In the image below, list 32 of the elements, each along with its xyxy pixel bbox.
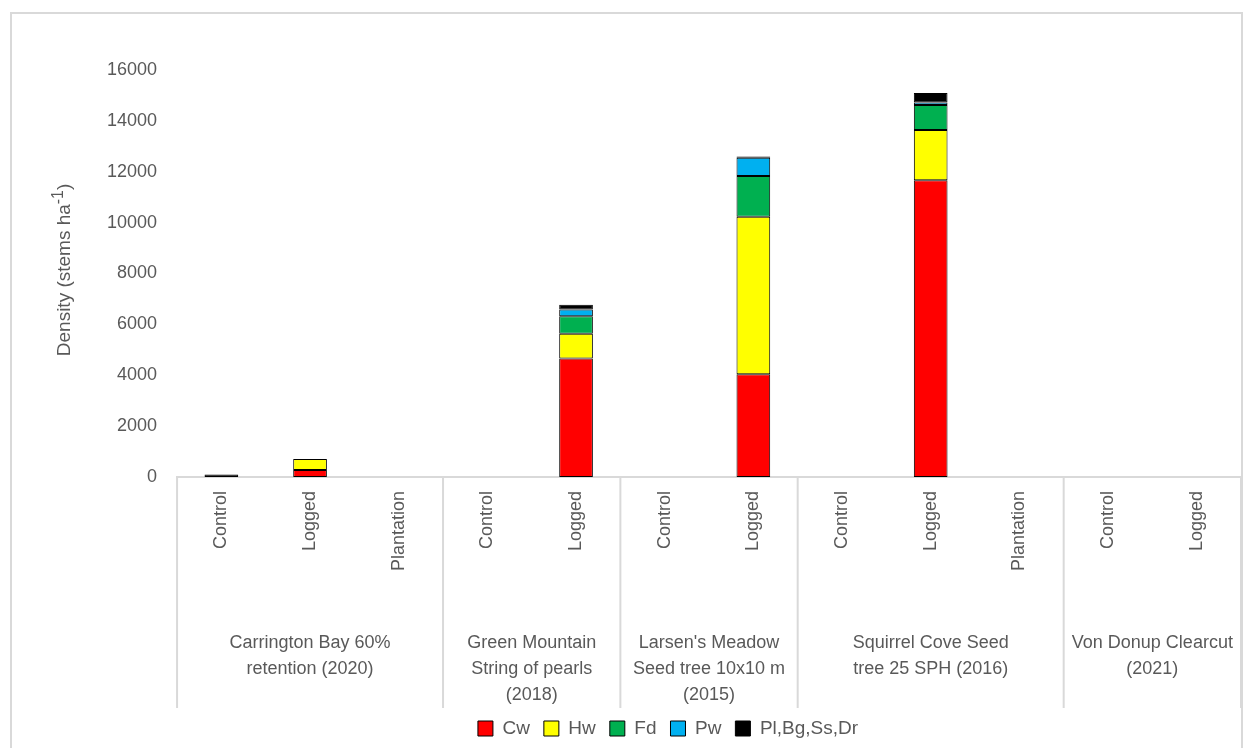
x-tick-label: Logged	[742, 491, 763, 552]
x-tick-label: Control	[210, 491, 231, 550]
x-tick-label: Logged	[1185, 491, 1206, 552]
y-tick-label: 6000	[117, 313, 158, 334]
x-tick-label: Logged	[565, 491, 585, 552]
x-tick-label: Plantation	[387, 491, 408, 572]
legend-label: Cw	[502, 716, 531, 738]
text: Von Donup Clearcut (2021)	[1071, 631, 1233, 678]
text: Squirrel Cove Seed tree 25 SPH (2016)	[852, 631, 1009, 678]
y-tick-label: 12000	[106, 160, 158, 181]
y-tick-label: 8000	[117, 262, 158, 283]
text: Larsen's Meadow Seed tree 10x10 m (2015)	[632, 631, 786, 704]
x-tick-label: Control	[653, 491, 674, 550]
text: Carrington Bay 60% retention (2020)	[229, 631, 391, 678]
y-tick-label: 0	[147, 465, 158, 486]
x-tick-label: Control	[1096, 491, 1117, 550]
y-tick-label: 2000	[117, 415, 158, 436]
x-tick-label: Plantation	[1008, 491, 1029, 572]
y-tick-label: 4000	[117, 364, 158, 385]
x-tick-label: Logged	[919, 491, 940, 552]
legend-label: Hw	[568, 716, 597, 738]
y-tick-label: 14000	[106, 109, 158, 130]
x-tick-label: Control	[476, 491, 497, 550]
y-tick-label: 16000	[106, 58, 158, 79]
text: Green Mountain String of pearls (2018)	[467, 631, 597, 704]
y-tick-label: 10000	[106, 211, 158, 232]
legend-label: Fd	[634, 716, 657, 738]
x-tick-label: Logged	[299, 491, 320, 552]
legend-label: Pw	[694, 716, 722, 738]
x-tick-label: Control	[830, 491, 851, 550]
bar	[913, 92, 948, 103]
legend-label: Pl,Bg,Ss,Dr	[759, 716, 859, 738]
